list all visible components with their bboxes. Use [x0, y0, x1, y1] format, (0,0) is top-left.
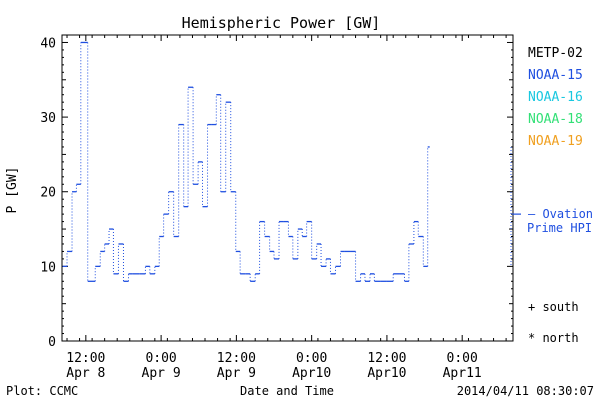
x-tick-date-label: Apr10 [367, 366, 406, 381]
legend: METP-02 NOAA-15 NOAA-16 NOAA-18 NOAA-19 [528, 46, 583, 149]
south-marker-legend: + south [528, 300, 579, 314]
series-noaa-15 [62, 41, 430, 282]
x-tick-time-label: 0:00 [145, 351, 176, 366]
y-tick-label: 40 [40, 36, 56, 51]
y-axis: 0 10 20 30 40 [40, 36, 513, 350]
x-tick-date-label: Apr 8 [66, 366, 105, 381]
x-tick-date-label: Apr10 [292, 366, 331, 381]
x-tick-time-label: 12:00 [217, 351, 256, 366]
x-tick-time-label: 0:00 [447, 351, 478, 366]
x-tick-time-label: 12:00 [367, 351, 406, 366]
legend-entry: NOAA-16 [528, 90, 583, 105]
x-tick-time-label: 12:00 [66, 351, 105, 366]
y-tick-label: 30 [40, 111, 56, 126]
ovation-label-2: Prime HPI [527, 221, 592, 235]
x-tick-time-label: 0:00 [296, 351, 327, 366]
ovation-indicator: — Ovation Prime HPI [512, 207, 593, 235]
plot-area [61, 34, 514, 342]
ovation-label-1: — Ovation [528, 207, 593, 221]
y-tick-label: 10 [40, 260, 56, 275]
y-tick-label: 20 [40, 186, 56, 201]
footer-credit: Plot: CCMC [6, 384, 78, 398]
x-tick-date-label: Apr 9 [217, 366, 256, 381]
series-group [62, 41, 512, 282]
footer-timestamp: 2014/04/11 08:30:07 [457, 384, 594, 398]
legend-entry: NOAA-18 [528, 112, 583, 127]
north-marker-legend: * north [528, 331, 579, 345]
legend-entry: NOAA-15 [528, 68, 583, 83]
legend-entry: METP-02 [528, 46, 583, 61]
chart-title: Hemispheric Power [GW] [182, 14, 381, 32]
plot-border [61, 34, 514, 342]
x-tick-date-label: Apr11 [443, 366, 482, 381]
x-tick-date-label: Apr 9 [142, 366, 181, 381]
y-tick-label: 0 [48, 335, 56, 350]
x-axis-label: Date and Time [240, 384, 334, 398]
legend-entry: NOAA-19 [528, 134, 583, 149]
y-axis-label: P [GW] [5, 167, 20, 214]
